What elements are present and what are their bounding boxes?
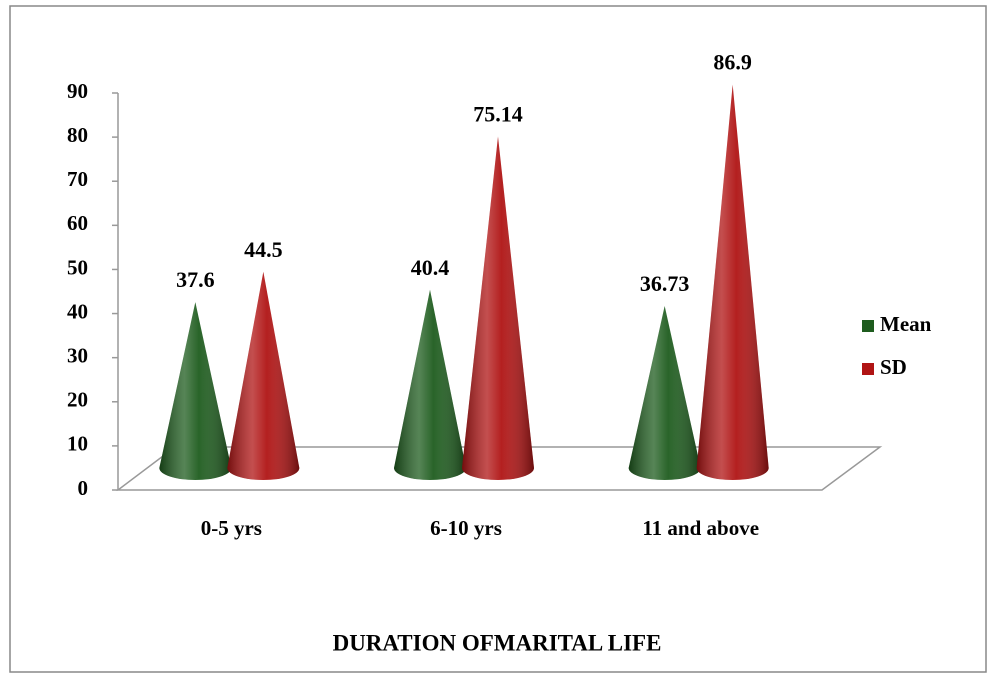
y-tick-label: 0	[78, 476, 89, 500]
y-tick-label: 40	[67, 299, 88, 323]
y-tick-label: 60	[67, 211, 88, 235]
y-tick-label: 90	[67, 79, 88, 103]
cone-shading	[394, 289, 466, 480]
cone-shading	[696, 84, 769, 481]
x-axis-title: DURATION OFMARITAL LIFE	[333, 630, 662, 655]
value-label: 75.14	[473, 102, 523, 127]
cone-shading	[227, 271, 300, 481]
y-tick-label: 70	[67, 167, 88, 191]
legend-swatch	[862, 320, 874, 332]
x-tick-label: 11 and above	[642, 516, 759, 540]
cone-shading	[628, 305, 701, 480]
x-tick-label: 6-10 yrs	[430, 516, 502, 540]
value-label: 44.5	[244, 237, 283, 262]
value-label: 86.9	[713, 50, 752, 75]
legend-label: Mean	[880, 312, 932, 336]
value-label: 37.6	[176, 267, 215, 292]
value-label: 40.4	[411, 255, 450, 280]
cone-shading	[159, 302, 232, 480]
legend-swatch	[862, 363, 874, 375]
y-tick-label: 10	[67, 432, 88, 456]
y-tick-label: 30	[67, 343, 88, 367]
legend-label: SD	[880, 355, 907, 379]
y-tick-label: 50	[67, 255, 88, 279]
x-tick-label: 0-5 yrs	[201, 516, 262, 540]
y-tick-label: 80	[67, 123, 88, 147]
y-tick-label: 20	[67, 388, 88, 412]
value-label: 36.73	[640, 271, 690, 296]
cone-shading	[462, 136, 534, 480]
